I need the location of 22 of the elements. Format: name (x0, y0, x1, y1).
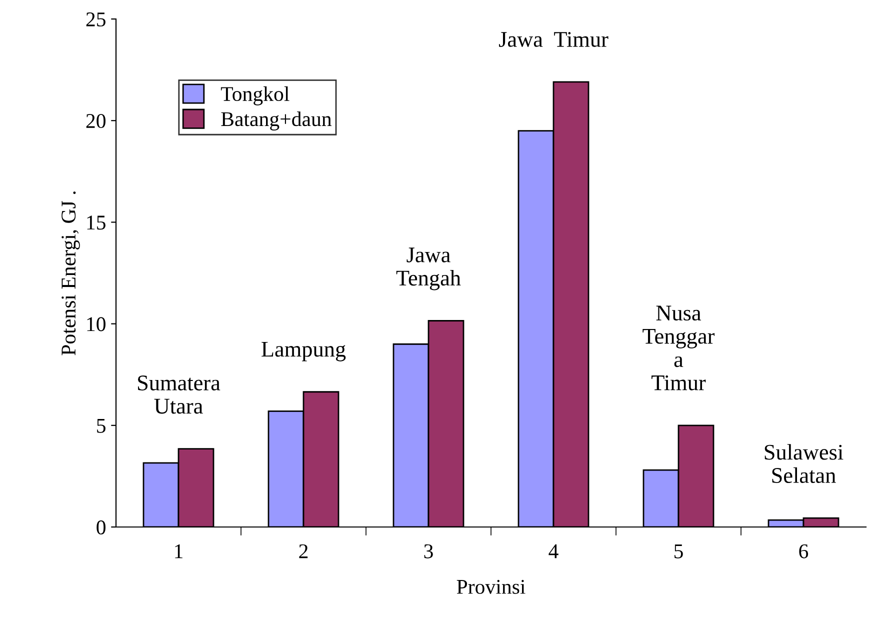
y-tick-label: 15 (87, 216, 106, 230)
x-tick-label: 5 (674, 544, 683, 558)
y-tick-label: 10 (87, 317, 106, 332)
y-tick-label: 20 (86, 114, 106, 128)
x-tick-label: 6 (799, 544, 808, 558)
y-tick-label: 25 (86, 12, 106, 26)
x-tick-label: 2 (299, 544, 308, 558)
annotation: Lampung (262, 342, 346, 362)
legend-label: Tongkol (220, 86, 290, 106)
annotation: Nusa Tenggar a Timur (642, 306, 715, 390)
x-tick-label: 4 (548, 544, 558, 558)
annotation: Jawa Timur (499, 32, 608, 47)
annotation: Sumatera Utara (138, 376, 220, 414)
x-tick-label: 3 (424, 544, 433, 558)
x-tick-label: 1 (175, 544, 182, 558)
annotation: Jawa Tengah (396, 248, 461, 290)
y-tick-label: 0 (96, 520, 106, 534)
y-axis-title: Potensi Energi, GJ . (62, 192, 80, 356)
x-axis-title: Provinsi (456, 580, 526, 594)
y-tick-label: 5 (97, 418, 106, 433)
annotation: Sulawesi Selatan (764, 444, 844, 483)
legend-label: Batang+daun (221, 112, 332, 130)
